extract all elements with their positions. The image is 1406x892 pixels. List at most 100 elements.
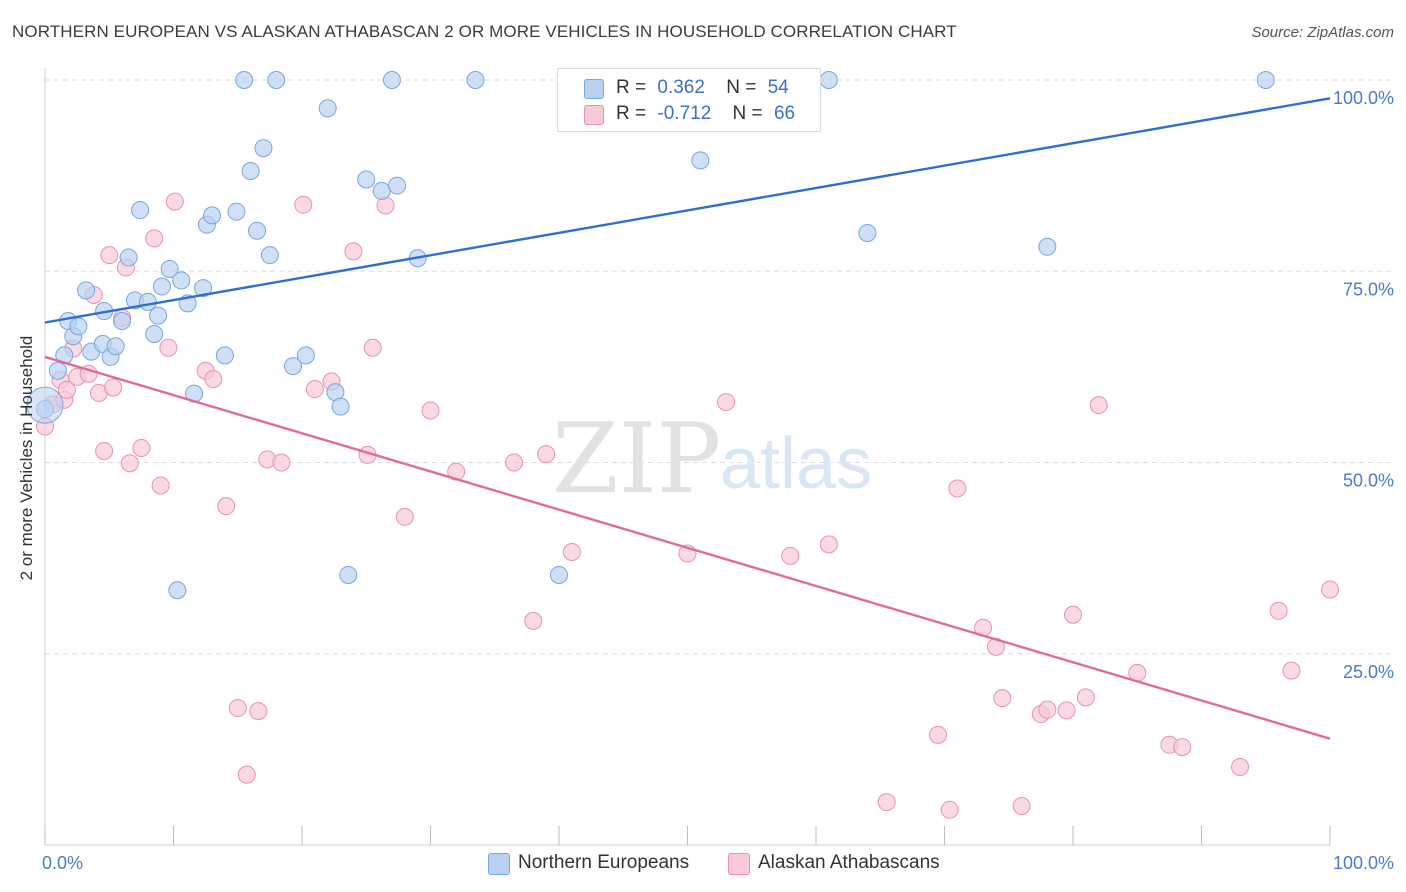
northern-european-point [48,361,67,380]
northern-european-point [248,221,267,240]
alaskan-athabascan-point [1076,688,1095,707]
alaskan-athabascan-point [1269,601,1288,620]
alaskan-athabascan-point [421,401,440,420]
alaskan-athabascan-point [505,453,524,472]
northern-european-point [145,324,164,343]
alaskan-athabascan-point [104,378,123,397]
northern-european-point [858,224,877,242]
northern-european-point [550,565,568,584]
alaskan-athabascan-point [717,393,736,412]
alaskan-athabascan-point [132,438,151,457]
alaskan-athabascan-point [57,380,76,399]
y-tick-label: 100.0% [1333,88,1394,108]
northern-european-point [241,162,260,181]
alaskan-athabascan-point [344,242,363,261]
northern-european-point [331,397,350,416]
alaskan-athabascan-point [562,543,581,562]
northern-european-point [372,181,391,200]
y-tick-label: 50.0% [1343,471,1394,491]
northern-european-point [284,357,303,376]
x-tick-label-max: 100.0% [1333,853,1394,873]
alaskan-athabascan-point [217,497,236,516]
northern-european-point [119,248,138,267]
northern-europeans-trend-line [44,97,1331,324]
y-axis-title: 2 or more Vehicles in Household [17,336,36,581]
x-tick-label-min: 0.0% [42,853,83,873]
alaskan-athabascan-point [948,479,967,498]
northern-european-point [194,279,213,298]
alaskan-athabascan-point [819,535,838,554]
watermark-zip: ZIP [552,403,721,515]
northern-european-point [106,337,125,356]
alaskan-athabascan-point [204,370,223,389]
alaskan-athabascan-point [95,442,114,461]
northern-european-point [77,281,96,300]
y-tick-label: 75.0% [1343,279,1394,299]
alaskan-athabascan-point [305,380,324,399]
alaskan-athabascan-point [940,800,959,819]
northern-european-point [235,71,254,89]
alaskan-athabascan-point [237,765,256,784]
y-tick-label: 25.0% [1343,662,1394,682]
alaskan-athabascan-point [151,476,170,495]
northern-european-point [172,271,191,290]
alaskan-athabascan-point [294,195,313,214]
alaskan-athabascan-point [1231,757,1250,776]
alaskan-athabascan-point [1173,738,1192,757]
alaskan-athabascans-trend-line [44,355,1331,740]
legend-label: Northern Europeans [518,852,690,873]
northern-european-point [149,306,168,325]
legend-r-value: 0.362 [657,77,705,98]
northern-european-point [203,206,222,225]
legend-swatch-pink [728,853,750,875]
tick-label-layer: 0.0% 100.0% 2 or more Vehicles in Househ… [17,88,1394,873]
northern-european-point [466,71,485,89]
legend-r-label: R = [616,103,647,124]
northern-european-point [318,99,337,118]
alaskan-athabascan-point [1064,605,1082,624]
alaskan-athabascan-point [363,338,382,357]
northern-european-point [691,151,710,170]
legend-n-label: N = [726,77,757,98]
northern-european-point [254,139,273,158]
correlation-legend: R = 0.362 N = 54 R = -0.712 N = 66 [557,68,821,132]
alaskan-athabascan-point [537,445,556,464]
alaskan-athabascan-point [145,229,164,248]
alaskan-athabascan-point [100,246,119,265]
alaskan-athabascan-point [395,507,414,526]
alaskan-athabascan-point [1089,396,1108,415]
alaskan-athabascan-point [228,699,247,718]
alaskan-athabascan-point [877,793,896,812]
northern-european-point [215,346,234,365]
source-label: Source: ZipAtlas.com [1251,24,1394,41]
alaskan-athabascan-point [272,453,291,472]
northern-european-point [296,346,315,365]
alaskan-athabascan-point [159,338,178,357]
legend-n-value: 66 [773,103,796,124]
northern-european-point [388,176,407,195]
alaskan-athabascan-point [524,611,543,630]
legend-n-value: 54 [767,77,789,98]
northern-european-point [131,201,150,220]
northern-european-point [69,317,88,336]
northern-european-point [168,581,187,600]
watermark-atlas: atlas [720,424,872,504]
alaskan-athabascan-point [929,725,948,744]
northern-european-point [26,386,64,424]
northern-european-point [113,311,132,330]
legend-swatch-pink [584,105,604,125]
northern-european-point [357,170,376,189]
alaskan-athabascan-point [993,689,1012,708]
alaskan-athabascan-point [165,192,184,211]
northern-european-point [267,71,286,89]
alaskan-athabascan-point [1012,796,1031,815]
legend-r-value: -0.712 [657,103,712,124]
legend-n-label: N = [732,103,763,124]
axis-layer [44,68,1331,846]
alaskan-athabascan-point [249,702,268,721]
northern-european-point [339,565,358,584]
points-layer [26,71,1339,819]
watermark: ZIP atlas [552,403,872,515]
alaskan-athabascan-point [1321,580,1339,599]
northern-european-point [160,259,179,278]
